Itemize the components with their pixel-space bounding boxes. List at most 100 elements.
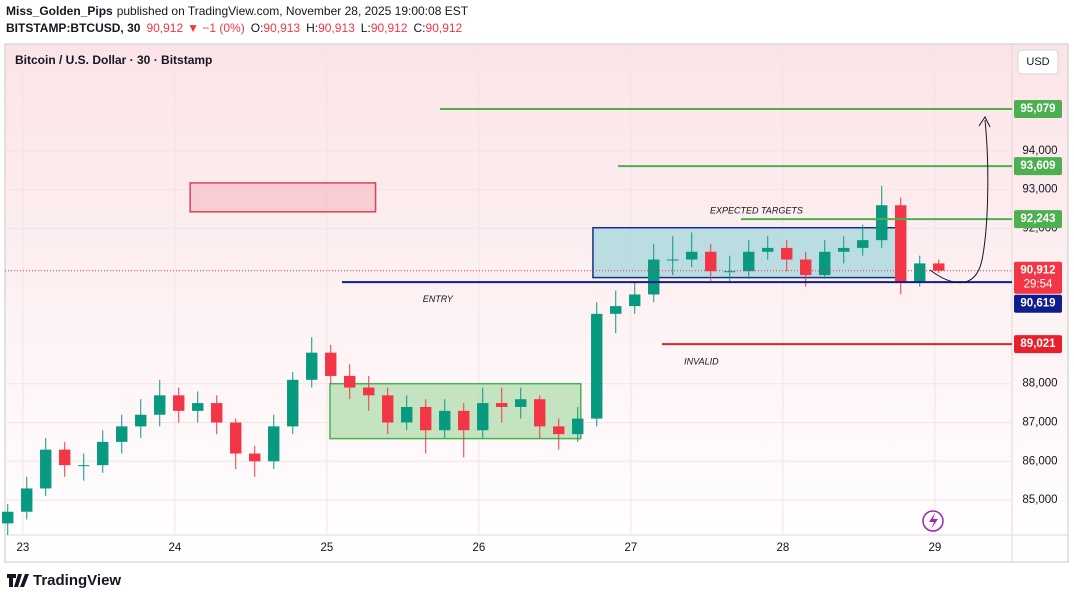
- level-label: 93,609: [1020, 160, 1055, 172]
- candle-body: [382, 395, 394, 423]
- publish-info: Miss_Golden_Pips published on TradingView…: [6, 4, 469, 18]
- ohlc-value: 90,912: [426, 21, 463, 35]
- change: ▼ −1 (0%): [187, 21, 245, 35]
- level-tag: [1014, 210, 1062, 229]
- countdown: 29:54: [1024, 279, 1053, 291]
- zone: [189, 182, 377, 213]
- level-label: 95,079: [1020, 103, 1055, 115]
- candle-body: [173, 395, 185, 411]
- candle-body: [933, 263, 945, 271]
- candle-body: [2, 511, 14, 524]
- candle-body: [838, 247, 850, 252]
- plot: EXPECTED TARGETS ENTRY INVALID: [2, 45, 1012, 535]
- y-tick-label: 85,000: [1022, 494, 1057, 506]
- candle-body: [667, 259, 679, 261]
- candle-body: [287, 379, 299, 427]
- candle-body: [819, 251, 831, 276]
- published: published on TradingView.com, November 2…: [117, 4, 469, 18]
- replay-icon[interactable]: [922, 510, 944, 532]
- candle-body: [477, 403, 489, 431]
- chart-title: Bitcoin / U.S. Dollar · 30 · Bitstamp: [15, 53, 212, 67]
- candle-body: [211, 403, 223, 423]
- current-price-label: 90,912: [1020, 265, 1055, 277]
- candle-body: [895, 205, 907, 283]
- symbol-line: BITSTAMP:BTCUSD, 30 90,912 ▼ −1 (0%) O:90,9…: [6, 21, 463, 35]
- candle-body: [724, 271, 736, 273]
- ohlc-label: O:: [251, 21, 264, 35]
- candle-body: [363, 387, 375, 396]
- ohlc-value: 90,913: [263, 21, 300, 35]
- candle-body: [743, 251, 755, 272]
- y-tick-label: 93,000: [1022, 184, 1057, 196]
- candle-body: [762, 247, 774, 252]
- candle-body: [439, 410, 451, 431]
- candle-body: [268, 426, 280, 462]
- x-tick-label: 26: [473, 542, 486, 554]
- annotation: EXPECTED TARGETS: [710, 205, 803, 215]
- currency: USD: [1026, 56, 1049, 68]
- replay-bolt: [929, 513, 938, 529]
- candle-body: [135, 414, 147, 427]
- candle-body: [515, 399, 527, 407]
- candle-body: [97, 441, 109, 466]
- candle-body: [914, 263, 926, 283]
- candle-body: [40, 449, 52, 489]
- ohlc-value: 90,912: [371, 21, 408, 35]
- x-tick-label: 28: [777, 542, 790, 554]
- candle-body: [705, 251, 717, 272]
- ohlc-label: L:: [361, 21, 371, 35]
- ohlc-label: H:: [306, 21, 318, 35]
- price: 90,912: [146, 21, 183, 35]
- candle-body: [420, 406, 432, 431]
- y-tick-label: 86,000: [1022, 455, 1057, 467]
- x-tick-label: 25: [321, 542, 334, 554]
- candle-body: [249, 453, 261, 462]
- level-tag: [1014, 100, 1062, 119]
- candle-body: [401, 406, 413, 423]
- candle-body: [59, 449, 71, 466]
- candle-body: [648, 259, 660, 295]
- candle-body: [116, 426, 128, 442]
- level-tag: [1014, 294, 1062, 313]
- candle-body: [800, 259, 812, 276]
- candle-body: [610, 306, 622, 314]
- brand: TradingView: [33, 572, 121, 589]
- candle-body: [306, 352, 318, 380]
- candle-body: [629, 294, 641, 307]
- arrow-head: [978, 116, 991, 128]
- candle-body: [192, 403, 204, 411]
- footer-logo: TradingView: [7, 572, 121, 589]
- x-tick-label: 27: [625, 542, 638, 554]
- level-tag: [1014, 335, 1062, 354]
- level-label: 92,243: [1020, 213, 1055, 225]
- candle-body: [325, 352, 337, 376]
- x-tick-label: 23: [17, 542, 30, 554]
- y-tick-label: 88,000: [1022, 378, 1057, 390]
- current-price-tag: [1014, 261, 1062, 294]
- candle-body: [230, 422, 242, 454]
- candle-body: [154, 395, 166, 415]
- candle-body: [496, 403, 508, 407]
- candle-body: [857, 240, 869, 248]
- candle-body: [781, 247, 793, 260]
- level-tag: [1014, 157, 1062, 176]
- candle-body: [344, 375, 356, 388]
- candle-body: [78, 465, 90, 467]
- annotation: ENTRY: [423, 294, 454, 304]
- chart-frame: [4, 43, 1069, 563]
- candle-body: [458, 410, 470, 431]
- ohlc-value: 90,913: [318, 21, 355, 35]
- candle-body: [553, 426, 565, 435]
- projection-arrow: [929, 119, 989, 284]
- candle-body: [686, 251, 698, 260]
- x-tick-label: 24: [169, 542, 182, 554]
- candle-body: [591, 313, 603, 419]
- candle-body: [534, 399, 546, 427]
- ohlc-label: C:: [414, 21, 426, 35]
- x-tick-label: 29: [929, 542, 942, 554]
- currency-button[interactable]: [1017, 49, 1059, 75]
- candle-body: [876, 205, 888, 241]
- ohlc: O:90,913 H:90,913 L:90,912 C:90,912: [251, 21, 463, 35]
- y-tick-label: 94,000: [1022, 145, 1057, 157]
